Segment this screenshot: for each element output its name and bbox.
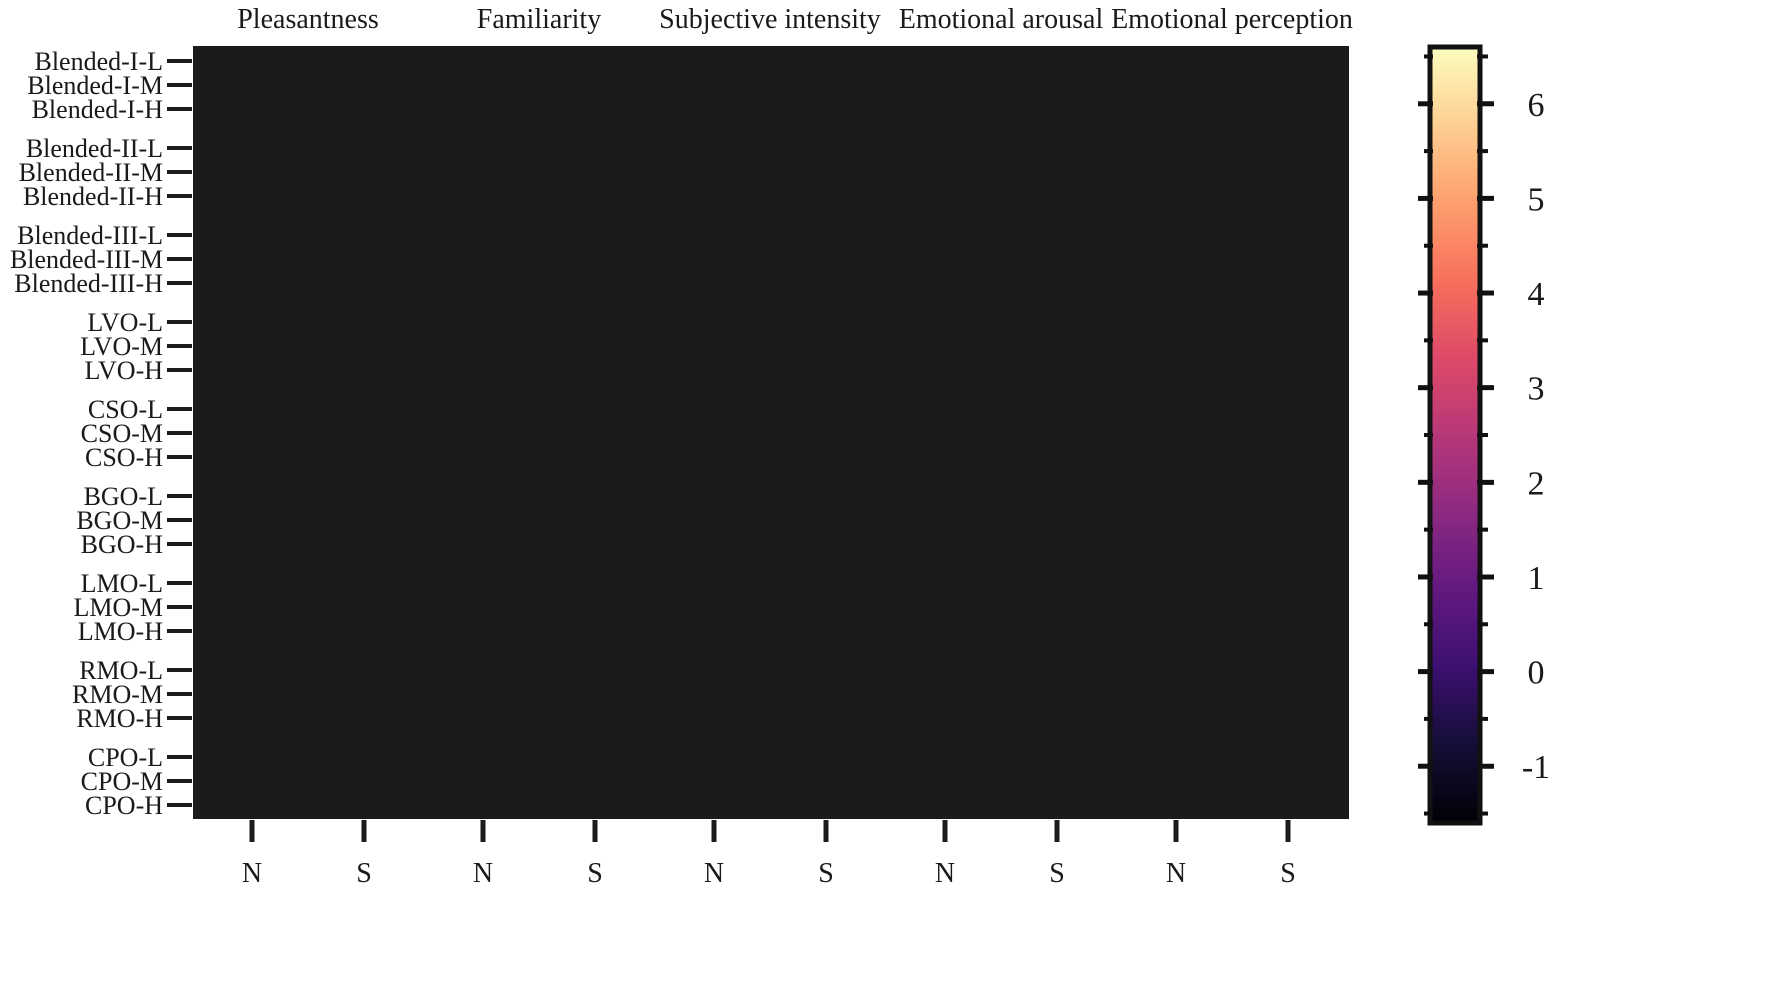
row-label: Blended-II-H <box>23 182 163 211</box>
row-label: BGO-H <box>81 530 164 559</box>
row-label: Blended-III-M <box>10 245 163 274</box>
row-label: CSO-L <box>88 395 163 424</box>
colorbar-tick-label: 3 <box>1528 371 1545 408</box>
column-label: N <box>1166 858 1186 889</box>
row-label: LMO-M <box>73 593 163 622</box>
column-label: N <box>473 858 493 889</box>
column-label: S <box>587 858 603 889</box>
colorbar-tick-label: -1 <box>1522 749 1550 786</box>
panel-headers: Pleasantness Familiarity Subjective intens… <box>237 4 1353 35</box>
colorbar-tick-label: 2 <box>1528 465 1545 502</box>
row-label: CSO-M <box>81 419 163 448</box>
column-label: S <box>1280 858 1296 889</box>
row-label: CPO-L <box>88 743 163 772</box>
row-label: Blended-I-M <box>27 71 163 100</box>
column-label: S <box>818 858 834 889</box>
row-label: LMO-H <box>78 617 163 646</box>
panel-title-familiarity: Familiarity <box>477 4 601 35</box>
colorbar-tick-label: 4 <box>1528 276 1545 313</box>
row-label: Blended-II-M <box>19 158 163 187</box>
column-label: S <box>356 858 372 889</box>
colorbar-tick-label: 5 <box>1528 181 1545 218</box>
row-label: Blended-I-L <box>34 47 163 76</box>
row-label: Blended-III-L <box>17 221 163 250</box>
row-label: RMO-L <box>79 656 163 685</box>
row-label: LMO-L <box>81 569 163 598</box>
column-label: N <box>935 858 955 889</box>
axes <box>167 46 1349 842</box>
panel-title-emotional-perception: Emotional perception <box>1111 4 1353 35</box>
row-label: RMO-H <box>76 704 163 733</box>
plot-frame <box>193 46 1349 819</box>
row-label: Blended-II-L <box>26 134 163 163</box>
row-label: LVO-L <box>87 308 163 337</box>
panel-title-pleasantness: Pleasantness <box>237 4 379 35</box>
row-label: BGO-M <box>76 506 163 535</box>
row-label: LVO-H <box>85 356 164 385</box>
row-label: BGO-L <box>84 482 163 511</box>
panel-title-subjective-intensity: Subjective intensity <box>659 4 881 35</box>
row-label: CPO-H <box>85 791 163 820</box>
row-label: Blended-III-H <box>14 269 163 298</box>
colorbar-gradient <box>1427 44 1483 826</box>
panel-title-emotional-arousal: Emotional arousal <box>899 4 1104 35</box>
row-label: CSO-H <box>85 443 163 472</box>
row-label: CPO-M <box>81 767 163 796</box>
colorbar-tick-label: 1 <box>1528 560 1545 597</box>
row-label: RMO-M <box>72 680 163 709</box>
colorbar-tick-label: 6 <box>1528 87 1545 124</box>
colorbar: -1 0 1 2 3 4 5 6 <box>1418 44 1550 826</box>
row-label: LVO-M <box>80 332 163 361</box>
row-label: Blended-I-H <box>32 95 164 124</box>
column-label: N <box>704 858 724 889</box>
column-label: N <box>242 858 262 889</box>
colorbar-tick-label: 0 <box>1528 655 1545 692</box>
column-label: S <box>1049 858 1065 889</box>
